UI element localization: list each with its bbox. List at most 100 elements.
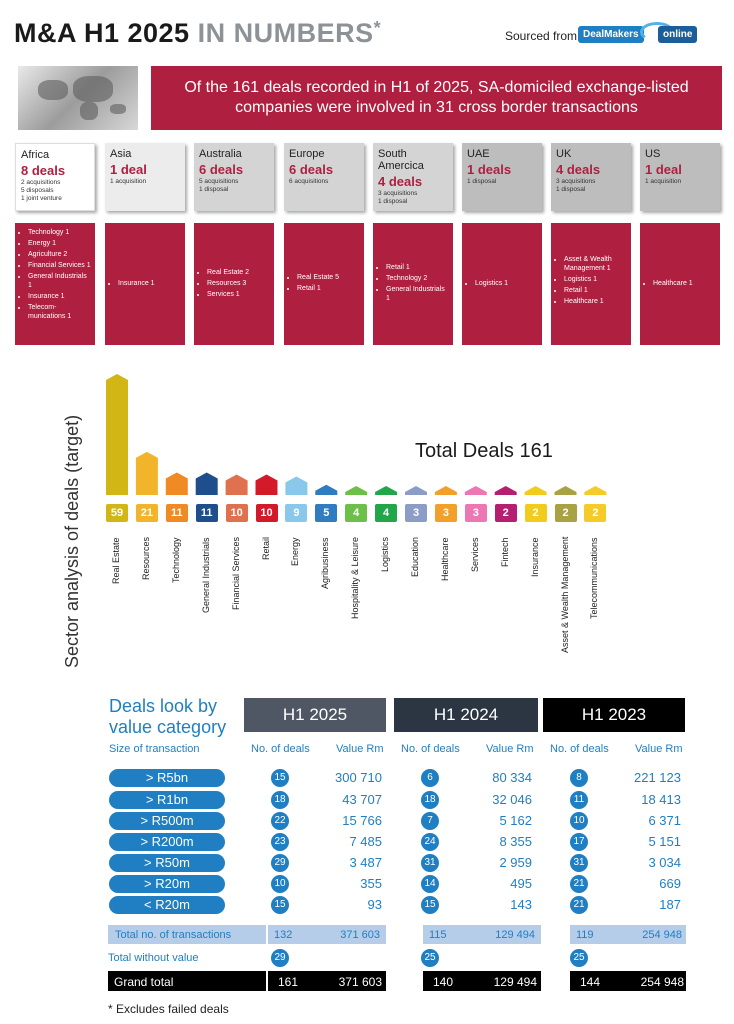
region-card[interactable]: Africa 8 deals 2 acquisitions 5 disposals 1 …	[15, 143, 95, 211]
deal-count: 23	[271, 833, 289, 851]
sector-list: Retail 1 Technology 2 General Industrials …	[377, 263, 449, 305]
sector-bar-chart	[106, 374, 607, 495]
chart-category-label: Asset & Wealth Management	[559, 536, 570, 653]
grand-total-label: Grand total	[114, 975, 174, 989]
region-card[interactable]: UAE 1 deals 1 disposal	[462, 143, 542, 211]
deal-count: 31	[570, 854, 588, 872]
region-deal-count: 8 deals	[21, 163, 66, 178]
size-category-pill: > R1bn	[109, 791, 225, 809]
grand-total-count: 161	[278, 975, 299, 989]
chart-category-label: Hospitality & Leisure	[350, 536, 361, 619]
region-sectors: Real Estate 2 Resources 3 Services 1	[194, 223, 274, 345]
region-breakdown: 1 disposal	[467, 178, 537, 186]
source-label: Sourced from	[505, 29, 578, 43]
chart-bar	[135, 451, 158, 495]
chart-category-label: Fintech	[499, 537, 510, 567]
deal-value: 5 151	[648, 834, 681, 849]
grand-total-count: 144	[580, 975, 601, 989]
chart-category-label: Energy	[290, 537, 301, 566]
deal-count: 8	[570, 769, 588, 787]
deal-value: 32 046	[492, 792, 532, 807]
deal-count: 14	[421, 875, 439, 893]
sector-item: Logistics 1	[475, 279, 538, 288]
region-breakdown: 1 acquisition	[645, 178, 715, 186]
deal-count: 29	[271, 854, 289, 872]
region-card[interactable]: Europe 6 deals 6 acquisitions	[284, 143, 364, 211]
deal-value: 15 766	[342, 813, 382, 828]
chart-bar	[405, 486, 427, 495]
region-sectors: Technology 1 Energy 1 Agriculture 2 Financi…	[15, 223, 95, 345]
region-breakdown-line: 1 disposal	[556, 186, 586, 193]
chart-bar	[345, 486, 368, 495]
logo-text-right: online	[658, 26, 698, 43]
chart-bar	[554, 486, 577, 495]
chart-category-label: Retail	[260, 536, 271, 560]
grand-total-bg	[268, 971, 386, 991]
deal-count: 7	[421, 812, 439, 830]
chart-value-label: 59	[106, 504, 128, 522]
sector-item: Energy 1	[28, 239, 91, 248]
chart-category-label: Services	[469, 537, 480, 572]
chart-value-label: 3	[464, 504, 487, 522]
sector-item: General Industrials 1	[386, 285, 449, 303]
region-breakdown-line: 3 acquisitions	[378, 190, 418, 197]
col-value-rm: Value Rm	[635, 743, 683, 755]
chart-bar	[584, 486, 607, 495]
deal-count: 6	[421, 769, 439, 787]
deal-count: 17	[570, 833, 588, 851]
region-sectors: Insurance 1	[105, 223, 185, 345]
sector-item: Healthcare 1	[564, 297, 627, 306]
sector-item: Logistics 1	[564, 275, 627, 284]
region-card[interactable]: Asia 1 deal 1 acquisition	[105, 143, 185, 211]
chart-value-label: 21	[135, 504, 158, 522]
region-name: Africa	[21, 149, 50, 161]
deal-value: 669	[659, 876, 681, 891]
region-card[interactable]: South Amercica 4 deals 3 acquisitions 1 dis…	[373, 143, 453, 211]
chart-value-label: 3	[405, 504, 427, 522]
size-category-pill: < R20m	[109, 896, 225, 914]
sector-item: Telecom-munications 1	[28, 303, 91, 321]
chart-title: Total Deals 161	[415, 440, 553, 462]
region-breakdown: 2 acquisitions 5 disposals 1 joint venture	[21, 179, 89, 203]
chart-value-label: 3	[434, 504, 457, 522]
total-row-bg	[423, 925, 541, 944]
size-category-pill: > R20m	[109, 875, 225, 893]
chart-bar	[165, 472, 188, 495]
deal-count: 24	[421, 833, 439, 851]
region-name: South Amercica	[378, 148, 424, 172]
sector-list: Technology 1 Energy 1 Agriculture 2 Financi…	[19, 228, 91, 323]
year-header: H1 2025	[244, 698, 386, 732]
deal-value: 300 710	[335, 770, 382, 785]
page-title: M&A H1 2025 IN NUMBERS*	[14, 18, 381, 49]
value-table-title: Deals look by value category	[109, 696, 227, 737]
region-breakdown-line: 1 disposal	[467, 178, 497, 185]
region-breakdown-line: 5 disposals	[21, 187, 54, 194]
region-breakdown-line: 3 acquisitions	[556, 178, 596, 185]
deal-value: 43 707	[342, 792, 382, 807]
sector-item: Insurance 1	[28, 292, 91, 301]
chart-value-label: 2	[494, 504, 517, 522]
chart-category-label: Real Estate	[111, 537, 121, 584]
chart-bar	[434, 486, 457, 495]
size-category-pill: > R50m	[109, 854, 225, 872]
grand-total-value: 371 603	[338, 975, 382, 989]
headline-banner: Of the 161 deals recorded in H1 of 2025,…	[151, 66, 722, 130]
chart-bar	[195, 472, 218, 495]
region-sectors: Asset & Wealth Management 1 Logistics 1 Re…	[551, 223, 631, 345]
sector-item: Resources 3	[207, 279, 270, 288]
logo-text-left: DealMakers	[578, 26, 644, 43]
region-card[interactable]: US 1 deal 1 acquisition	[640, 143, 720, 211]
col-no-deals: No. of deals	[251, 743, 310, 755]
chart-category-label: Logistics	[380, 536, 391, 572]
region-card[interactable]: UK 4 deals 3 acquisitions 1 disposal	[551, 143, 631, 211]
chart-value-label: 2	[554, 504, 577, 522]
title-main: M&A H1 2025	[14, 18, 190, 48]
region-sectors: Real Estate 5 Retail 1	[284, 223, 364, 345]
chart-category-label: Agribusiness	[320, 537, 331, 589]
without-value-label: Total without value	[108, 952, 199, 964]
deal-value: 93	[367, 897, 382, 912]
chart-category-label: General Industrials	[200, 537, 211, 613]
region-card[interactable]: Australia 6 deals 5 acquisitions 1 disposal	[194, 143, 274, 211]
chart-category-label: Resources	[140, 536, 151, 580]
deal-count: 22	[271, 812, 289, 830]
